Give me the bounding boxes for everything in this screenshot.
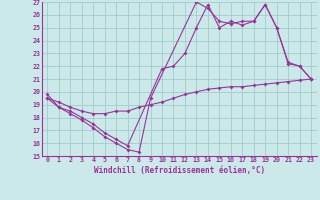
X-axis label: Windchill (Refroidissement éolien,°C): Windchill (Refroidissement éolien,°C) [94,166,265,175]
